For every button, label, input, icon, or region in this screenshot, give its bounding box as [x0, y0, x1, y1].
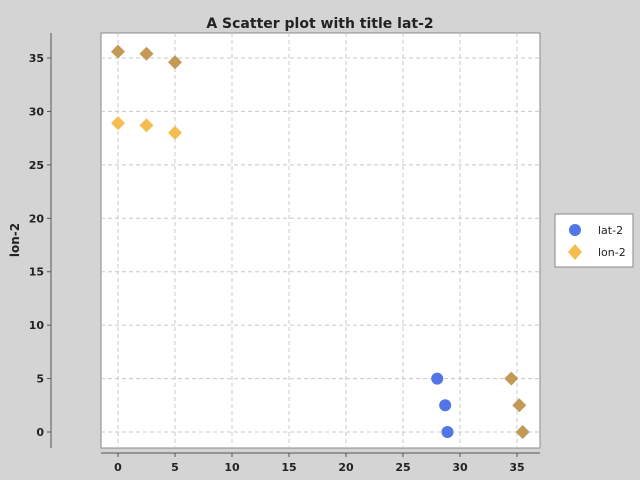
- y-axis-ticks: 0 5 10 15 20 25 30 35: [29, 52, 51, 439]
- point-lon-2: [139, 118, 154, 133]
- x-tick-label: 0: [114, 461, 122, 474]
- legend-marker-lat-2: [569, 224, 581, 236]
- point-overlap: [504, 371, 519, 386]
- y-tick-label: 35: [29, 52, 44, 65]
- y-tick-label: 0: [36, 426, 44, 439]
- x-tick-label: 10: [224, 461, 240, 474]
- y-axis-label: lon-2: [8, 223, 22, 257]
- point-overlap: [111, 44, 125, 59]
- legend-marker-lon-2: [568, 244, 582, 260]
- x-tick-label: 30: [452, 461, 468, 474]
- x-tick-label: 25: [395, 461, 410, 474]
- y-tick-label: 20: [29, 212, 45, 225]
- point-overlap: [512, 398, 527, 413]
- point-overlap: [139, 46, 154, 61]
- point-lon-2: [168, 125, 182, 140]
- plot-area: [100, 32, 541, 449]
- x-axis-ticks: 0 5 10 15 20 25 30 35: [114, 453, 525, 474]
- point-lat-2: [441, 426, 454, 438]
- x-tick-label: 5: [171, 461, 179, 474]
- x-tick-label: 20: [338, 461, 354, 474]
- point-lat-2: [431, 372, 444, 385]
- legend-label-lat-2: lat-2: [598, 224, 623, 237]
- legend-box: [554, 213, 634, 268]
- legend: lat-2 lon-2: [554, 213, 634, 268]
- y-tick-label: 30: [29, 105, 45, 118]
- legend-label-lon-2: lon-2: [598, 246, 626, 259]
- y-tick-label: 10: [29, 319, 45, 332]
- chart-title: A Scatter plot with title lat-2: [206, 16, 433, 32]
- point-overlap: [515, 425, 530, 439]
- data-points: [111, 44, 530, 439]
- y-tick-label: 5: [36, 373, 44, 386]
- y-tick-label: 15: [29, 266, 44, 279]
- point-overlap: [168, 55, 182, 70]
- point-lon-2: [111, 116, 125, 131]
- point-lat-2: [439, 399, 452, 412]
- x-tick-label: 15: [281, 461, 296, 474]
- y-tick-label: 25: [29, 159, 44, 172]
- x-tick-label: 35: [509, 461, 524, 474]
